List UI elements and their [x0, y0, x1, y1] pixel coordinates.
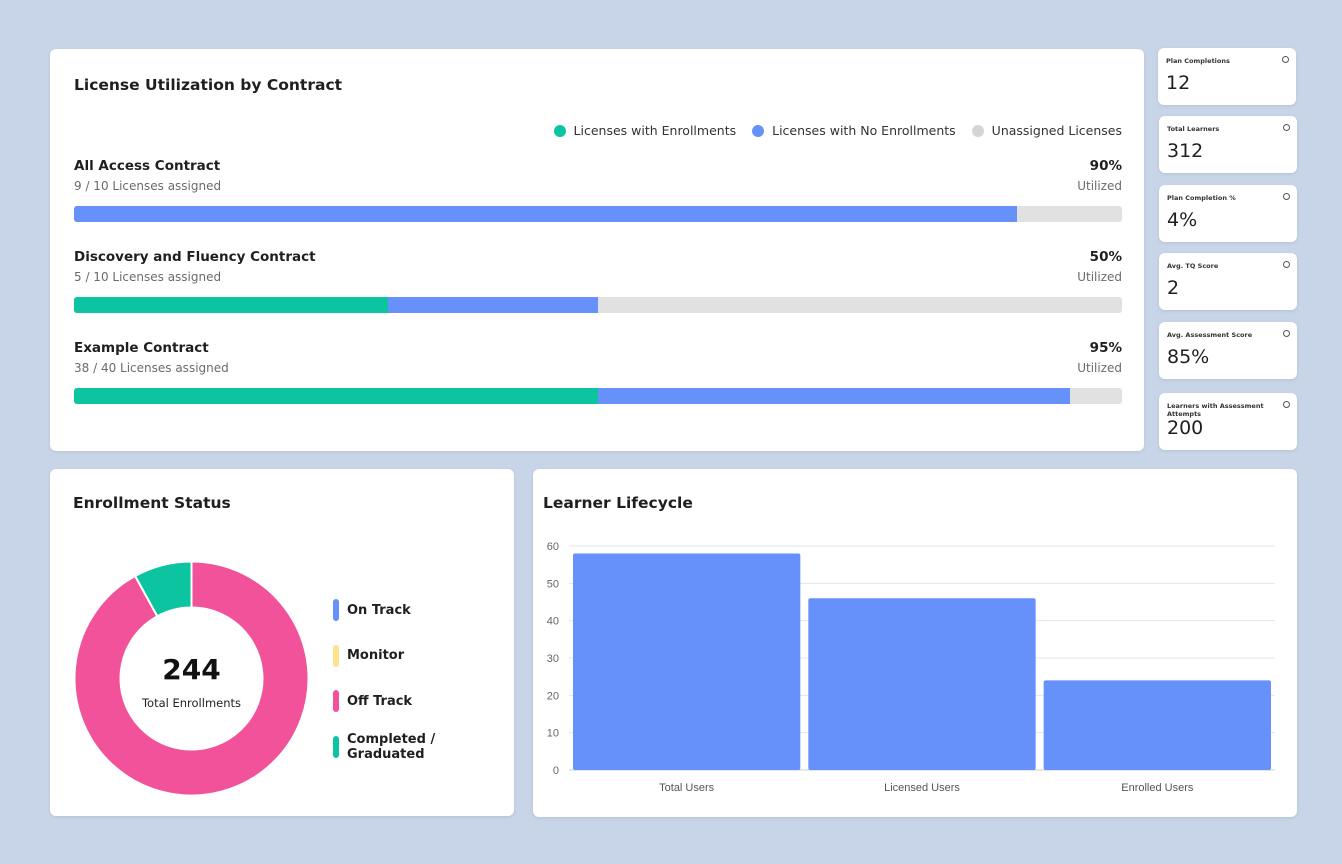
total-enrollments-value: 244: [162, 653, 221, 686]
status-label: On Track: [347, 602, 411, 618]
legend-dot-unassigned: [971, 124, 984, 137]
kpi-card-total-learners[interactable]: Total Learners 312: [1159, 116, 1297, 173]
bar-enrolled-users[interactable]: [1043, 680, 1271, 770]
total-enrollments-label: Total Enrollments: [141, 696, 242, 710]
info-icon[interactable]: [1283, 261, 1290, 268]
info-icon[interactable]: [1283, 330, 1290, 337]
kpi-card-plan-completions[interactable]: Plan Completions 12: [1158, 48, 1296, 105]
y-tick-label: 30: [547, 653, 559, 665]
kpi-label: Avg. TQ Score: [1167, 262, 1219, 270]
status-swatch-on-track: [333, 599, 339, 621]
contract-name: Discovery and Fluency Contract: [74, 249, 316, 265]
enrollment-status-title: Enrollment Status: [73, 494, 231, 512]
legend-label-unassigned: Unassigned Licenses: [991, 123, 1122, 138]
kpi-value: 85%: [1167, 346, 1210, 368]
license-bar: [74, 297, 1122, 313]
contract-utilized-label: Utilized: [1077, 179, 1122, 193]
status-legend-off-track: Off Track: [333, 690, 514, 712]
status-swatch-off-track: [333, 690, 339, 712]
y-tick-label: 60: [547, 541, 559, 553]
bar-segment-enrollments: [74, 388, 598, 404]
bar-licensed-users[interactable]: [808, 598, 1036, 770]
status-legend-monitor: Monitor: [333, 644, 514, 667]
kpi-card-learners-assessment-attempts[interactable]: Learners with Assessment Attempts 200: [1159, 393, 1297, 450]
y-tick-label: 50: [547, 578, 559, 590]
info-icon[interactable]: [1282, 56, 1289, 63]
x-tick-label: Total Users: [659, 782, 715, 794]
legend-dot-no-enrollments: [752, 124, 765, 137]
contract-percent: 50%: [1089, 249, 1122, 265]
license-utilization-card: License Utilization by Contract Licenses…: [50, 49, 1144, 451]
bar-segment-no-enrollments: [74, 206, 1018, 222]
kpi-label: Learners with Assessment Attempts: [1167, 402, 1264, 418]
contract-utilized-label: Utilized: [1077, 270, 1122, 284]
contract-percent: 90%: [1089, 158, 1122, 174]
bar-segment-no-enrollments: [598, 388, 1070, 404]
contract-name: All Access Contract: [74, 158, 221, 174]
kpi-label: Plan Completion %: [1167, 194, 1236, 202]
contract-row-discovery-fluency: Discovery and Fluency Contract 5 / 10 Li…: [74, 249, 1122, 329]
kpi-card-plan-completion-percent[interactable]: Plan Completion % 4%: [1159, 185, 1297, 242]
enrollment-donut-chart: [74, 561, 309, 796]
donut-slice-completed-graduated[interactable]: [133, 561, 193, 618]
info-icon[interactable]: [1283, 124, 1290, 131]
contract-assigned: 9 / 10 Licenses assigned: [74, 179, 222, 193]
info-icon[interactable]: [1283, 401, 1290, 408]
legend-item-no-enrollments: Licenses with No Enrollments: [752, 123, 956, 138]
kpi-label: Total Learners: [1167, 125, 1220, 133]
y-tick-label: 0: [553, 765, 559, 777]
enrollment-status-card: Enrollment Status 244 Total Enrollments …: [50, 469, 514, 816]
bar-total-users[interactable]: [573, 553, 801, 770]
learner-lifecycle-card: Learner Lifecycle 0 10 20 30 40 50 60 Total Use…: [533, 469, 1297, 817]
license-bar: [74, 206, 1122, 222]
contract-assigned: 38 / 40 Licenses assigned: [74, 361, 229, 375]
status-label: Monitor: [347, 648, 405, 663]
y-tick-label: 10: [547, 728, 559, 740]
donut-slice-off-track[interactable]: [74, 561, 309, 796]
legend-dot-enrollments: [553, 124, 566, 137]
learner-lifecycle-title: Learner Lifecycle: [543, 494, 693, 512]
y-tick-label: 20: [547, 690, 559, 702]
license-utilization-title: License Utilization by Contract: [74, 76, 343, 94]
contract-percent: 95%: [1089, 340, 1122, 356]
kpi-value: 12: [1166, 72, 1191, 94]
status-swatch-completed: [333, 735, 339, 758]
legend-label-no-enrollments: Licenses with No Enrollments: [772, 123, 956, 138]
contract-row-example: Example Contract 38 / 40 Licenses assign…: [74, 340, 1122, 420]
kpi-card-avg-tq-score[interactable]: Avg. TQ Score 2: [1159, 253, 1297, 310]
contract-assigned: 5 / 10 Licenses assigned: [74, 270, 222, 284]
kpi-card-avg-assessment-score[interactable]: Avg. Assessment Score 85%: [1159, 322, 1297, 379]
enrollment-status-legend: On Track Monitor Off Track Completed / G…: [333, 599, 514, 781]
license-bar: [74, 388, 1122, 404]
x-tick-label: Licensed Users: [884, 782, 960, 794]
contract-utilized-label: Utilized: [1077, 361, 1122, 375]
y-tick-label: 40: [547, 616, 559, 628]
status-swatch-monitor: [333, 644, 339, 667]
kpi-label: Avg. Assessment Score: [1167, 331, 1253, 339]
bar-segment-no-enrollments: [388, 297, 598, 313]
contract-name: Example Contract: [74, 340, 209, 356]
kpi-value: 200: [1167, 417, 1204, 439]
kpi-value: 2: [1167, 277, 1180, 299]
kpi-label: Plan Completions: [1166, 57, 1230, 65]
legend-label-enrollments: Licenses with Enrollments: [573, 123, 737, 138]
status-legend-on-track: On Track: [333, 599, 514, 621]
kpi-value: 312: [1167, 140, 1204, 162]
info-icon[interactable]: [1283, 193, 1290, 200]
x-tick-label: Enrolled Users: [1121, 782, 1194, 794]
legend-item-enrollments: Licenses with Enrollments: [553, 123, 737, 138]
status-legend-completed: Completed / Graduated: [333, 732, 514, 762]
legend-item-unassigned: Unassigned Licenses: [971, 123, 1122, 138]
status-label: Completed / Graduated: [347, 731, 436, 762]
bar-segment-enrollments: [74, 297, 389, 313]
status-label: Off Track: [347, 693, 413, 709]
learner-lifecycle-bar-chart: 0 10 20 30 40 50 60 Total Users Licensed Users En…: [547, 541, 1275, 794]
license-legend: Licenses with Enrollments Licenses with …: [553, 123, 1122, 138]
kpi-value: 4%: [1167, 209, 1198, 231]
contract-row-all-access: All Access Contract 9 / 10 Licenses assi…: [74, 158, 1122, 238]
